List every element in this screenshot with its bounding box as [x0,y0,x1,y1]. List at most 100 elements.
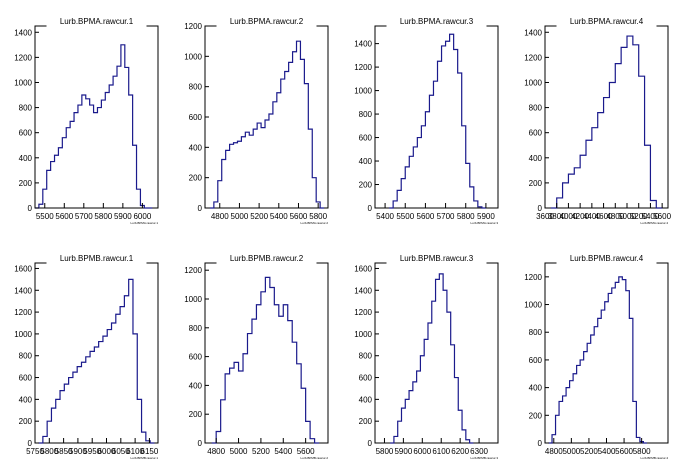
y-tick-label: 1200 [354,308,372,317]
plot-title: Lurb.BPMB.rawcur.4 [570,254,644,263]
y-tick-label: 400 [359,395,373,404]
y-tick-label: 1400 [354,286,372,295]
y-tick-label: 1200 [524,53,542,62]
x-tick-label: 5400 [274,447,292,456]
plot-title: Lurb.BPMB.rawcur.1 [60,254,134,263]
y-tick-label: 200 [359,417,373,426]
x-tick-label: 4800 [211,212,229,221]
x-tick-label: 5600 [615,447,633,456]
title-box [216,16,317,30]
x-tick-label: 5000 [230,447,248,456]
y-tick-label: 600 [19,374,33,383]
x-tick-label: 6150 [141,447,159,456]
x-tick-label: 5800 [457,212,475,221]
plot-title: Lurb.BPMA.rawcur.2 [230,17,304,26]
y-tick-label: 600 [189,353,203,362]
x-tick-label: 5900 [114,212,132,221]
x-tick-label: 6300 [470,447,488,456]
plot-frame [204,262,329,444]
histogram-panel-2: Lurb.BPMA.rawcur.2 0 200 400 600 800 1000 1200 4… [184,16,329,225]
title-box [216,253,317,267]
y-tick-label: 1600 [354,264,372,273]
plot-frame [374,262,499,444]
y-tick-label: 0 [198,204,203,213]
y-tick-label: 1600 [14,264,32,273]
y-tick-label: 200 [529,411,543,420]
x-axis-title: Lurb.BPMA.rawcur.3 [470,221,498,225]
y-tick-label: 200 [189,410,203,419]
y-tick-label: 1200 [184,22,202,31]
y-tick-label: 1000 [524,301,542,310]
y-tick-label: 800 [359,110,373,119]
y-tick-label: 600 [359,374,373,383]
x-tick-label: 6000 [413,447,431,456]
x-tick-label: 5200 [252,447,270,456]
x-tick-label: 5600 [297,447,315,456]
x-tick-label: 4000 [560,212,578,221]
y-tick-label: 200 [19,179,33,188]
histogram-panel-8: Lurb.BPMB.rawcur.4 0 200 400 600 800 1000 1200 4… [524,253,669,460]
histogram-series [390,273,474,444]
x-tick-label: 5800 [376,447,394,456]
x-tick-label: 4800 [545,447,563,456]
x-tick-label: 6200 [451,447,469,456]
plot-frame [544,262,669,444]
title-box [46,253,147,267]
plot-frame [374,25,499,209]
y-tick-label: 800 [19,352,33,361]
y-tick-label: 400 [19,395,33,404]
x-tick-label: 5800 [633,447,651,456]
x-tick-label: 5700 [75,212,93,221]
y-tick-label: 1000 [184,295,202,304]
plot-frame [204,25,329,209]
plot-frame [34,262,159,444]
y-tick-label: 1200 [184,266,202,275]
x-tick-label: 5900 [394,447,412,456]
x-axis-title: Lurb.BPMB.rawcur.2 [300,456,328,460]
x-tick-label: 6100 [432,447,450,456]
histogram-series [38,278,155,444]
x-tick-label: 5600 [417,212,435,221]
x-tick-label: 5600 [290,212,308,221]
x-tick-label: 3800 [548,212,566,221]
x-tick-label: 6000 [133,212,151,221]
histogram-panel-4: Lurb.BPMA.rawcur.4 0 200 400 600 800 1000 1200 1… [524,16,672,225]
x-axis-title: Lurb.BPMA.rawcur.2 [300,221,328,225]
y-tick-label: 600 [529,356,543,365]
x-axis-title: Lurb.BPMB.rawcur.3 [470,456,498,460]
x-tick-label: 5600 [55,212,73,221]
x-tick-label: 5400 [270,212,288,221]
x-tick-label: 6100 [126,447,144,456]
x-tick-label: 5900 [477,212,495,221]
y-tick-label: 1000 [354,87,372,96]
y-tick-label: 1200 [14,53,32,62]
plot-title: Lurb.BPMB.rawcur.2 [230,254,304,263]
y-tick-label: 1000 [14,330,32,339]
x-axis-title: Lurb.BPMB.rawcur.1 [130,456,158,460]
x-tick-label: 5600 [653,212,671,221]
x-tick-label: 5700 [437,212,455,221]
title-box [386,16,487,30]
y-tick-label: 800 [189,83,203,92]
y-tick-label: 1200 [354,63,372,72]
y-tick-label: 1200 [14,308,32,317]
x-tick-label: 4800 [606,212,624,221]
y-tick-label: 200 [19,417,33,426]
histogram-panel-6: Lurb.BPMB.rawcur.2 0 200 400 600 800 1000 1200 4… [184,253,329,460]
title-box [556,253,657,267]
y-tick-label: 400 [19,154,33,163]
y-tick-label: 600 [529,129,543,138]
x-axis-title: Lurb.BPMB.rawcur.4 [640,456,668,460]
title-box [386,253,487,267]
x-tick-label: 4800 [207,447,225,456]
x-tick-label: 5800 [309,212,327,221]
title-box [556,16,657,30]
y-tick-label: 400 [529,384,543,393]
histogram-series [389,33,486,209]
y-tick-label: 600 [189,113,203,122]
x-tick-label: 5950 [83,447,101,456]
histogram-panel-3: Lurb.BPMA.rawcur.3 0 200 400 600 800 1000 1200 1… [354,16,499,225]
y-tick-label: 0 [198,439,203,448]
x-tick-label: 4600 [595,212,613,221]
